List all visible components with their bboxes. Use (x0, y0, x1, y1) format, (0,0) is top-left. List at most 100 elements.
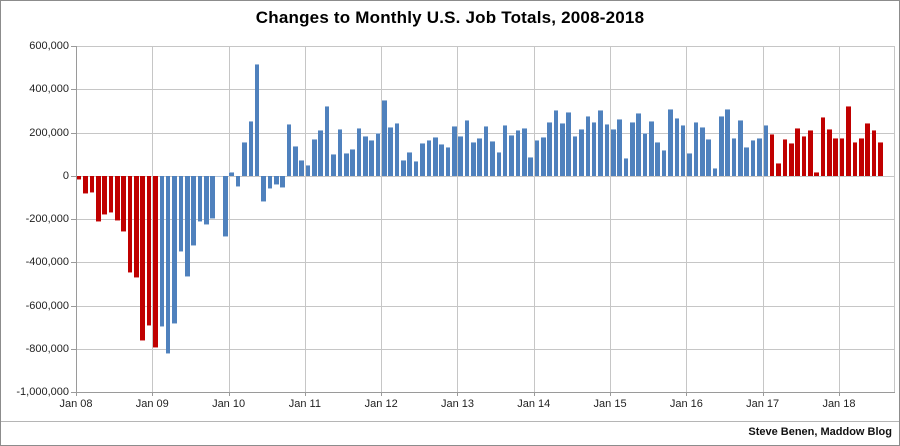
bar-month-12 (153, 175, 158, 349)
bar-month-35 (299, 160, 304, 176)
h-gridline (76, 348, 894, 350)
bar-month-29 (261, 175, 266, 203)
y-tick-label: -200,000 (25, 213, 69, 225)
x-tick-label: Jan 15 (593, 398, 627, 410)
bar-month-116 (814, 171, 819, 176)
bar-month-110 (776, 162, 781, 176)
x-tick-label: Jan 08 (59, 398, 93, 410)
bar-month-77 (566, 111, 572, 176)
bar-month-43 (350, 149, 355, 176)
bar-month-64 (483, 126, 489, 176)
y-tick-mark (71, 89, 76, 91)
bar-month-40 (331, 153, 336, 176)
bar-month-50 (394, 123, 400, 176)
v-gridline (152, 46, 154, 392)
bar-month-0 (76, 175, 82, 180)
bar-month-101 (719, 116, 724, 176)
bar-month-115 (808, 130, 813, 176)
h-gridline (76, 219, 894, 220)
bar-month-49 (388, 126, 393, 176)
bar-month-1 (83, 175, 88, 195)
bar-month-14 (165, 175, 171, 355)
plot-area (76, 46, 894, 392)
bar-month-109 (769, 133, 775, 176)
bar-month-80 (585, 116, 591, 176)
x-tick-mark (152, 392, 154, 396)
bar-month-122 (852, 142, 858, 176)
x-tick-label: Jan 10 (212, 398, 246, 410)
h-gridline (76, 89, 894, 91)
bar-month-19 (197, 175, 203, 223)
x-tick-label: Jan 09 (135, 398, 169, 410)
bar-month-24 (229, 171, 235, 176)
y-tick-mark (71, 219, 76, 220)
y-tick-mark (71, 305, 76, 307)
v-gridline (457, 46, 459, 392)
bar-month-123 (858, 137, 864, 176)
x-tick-mark (228, 392, 230, 396)
bar-month-52 (407, 151, 413, 176)
bar-month-63 (477, 137, 483, 176)
y-tick-label: -1,000,000 (16, 386, 69, 398)
bar-month-121 (846, 105, 851, 176)
v-gridline (304, 46, 306, 392)
y-tick-label: -400,000 (25, 256, 69, 269)
bar-month-112 (788, 143, 794, 176)
bar-month-119 (833, 137, 839, 176)
bar-month-10 (140, 175, 146, 342)
x-tick-mark (838, 392, 840, 396)
bar-month-37 (312, 139, 317, 176)
bar-month-81 (591, 121, 597, 176)
bar-month-69 (515, 130, 521, 176)
x-tick-label: Jan 18 (822, 398, 856, 410)
footer-divider (1, 421, 899, 422)
bar-month-99 (706, 138, 711, 176)
bar-month-65 (490, 141, 495, 176)
x-tick-mark (457, 392, 459, 396)
bar-month-4 (102, 175, 107, 216)
bar-month-3 (95, 175, 101, 223)
bar-month-41 (337, 128, 343, 176)
bar-month-20 (204, 175, 209, 225)
h-gridline (76, 262, 894, 264)
bar-month-113 (795, 128, 800, 176)
bar-month-75 (553, 109, 559, 176)
x-tick-mark (304, 392, 306, 396)
bar-month-106 (750, 139, 756, 176)
x-tick-mark (76, 392, 77, 396)
bar-month-117 (820, 117, 826, 176)
plot-right-border (894, 46, 895, 393)
bar-month-27 (248, 121, 254, 176)
bar-month-15 (172, 175, 177, 324)
bar-month-86 (623, 158, 629, 176)
x-tick-label: Jan 16 (669, 398, 703, 410)
bar-month-60 (458, 135, 463, 176)
bar-month-23 (223, 175, 228, 237)
bar-month-98 (699, 126, 705, 176)
x-tick-mark (610, 392, 612, 396)
bar-month-54 (420, 143, 425, 176)
x-tick-mark (762, 392, 764, 396)
y-tick-label: 400,000 (29, 83, 69, 96)
bar-month-71 (528, 156, 533, 176)
bar-month-11 (146, 175, 152, 327)
bar-month-68 (509, 134, 514, 176)
x-axis-line (76, 392, 895, 393)
y-tick-label: -600,000 (25, 299, 69, 312)
bar-month-22 (216, 175, 222, 178)
bar-month-94 (674, 118, 680, 176)
bar-month-5 (108, 175, 114, 213)
bar-month-88 (636, 113, 641, 176)
bar-month-79 (579, 129, 584, 176)
bar-month-74 (547, 121, 552, 176)
x-tick-label: Jan 13 (440, 398, 474, 410)
bar-month-31 (273, 175, 279, 185)
bar-month-96 (687, 153, 692, 176)
bar-month-39 (324, 106, 330, 176)
y-tick-mark (71, 262, 76, 264)
bar-month-33 (286, 123, 292, 176)
y-tick-mark (71, 175, 76, 177)
x-tick-label: Jan 14 (517, 398, 551, 410)
bar-month-44 (356, 127, 362, 176)
